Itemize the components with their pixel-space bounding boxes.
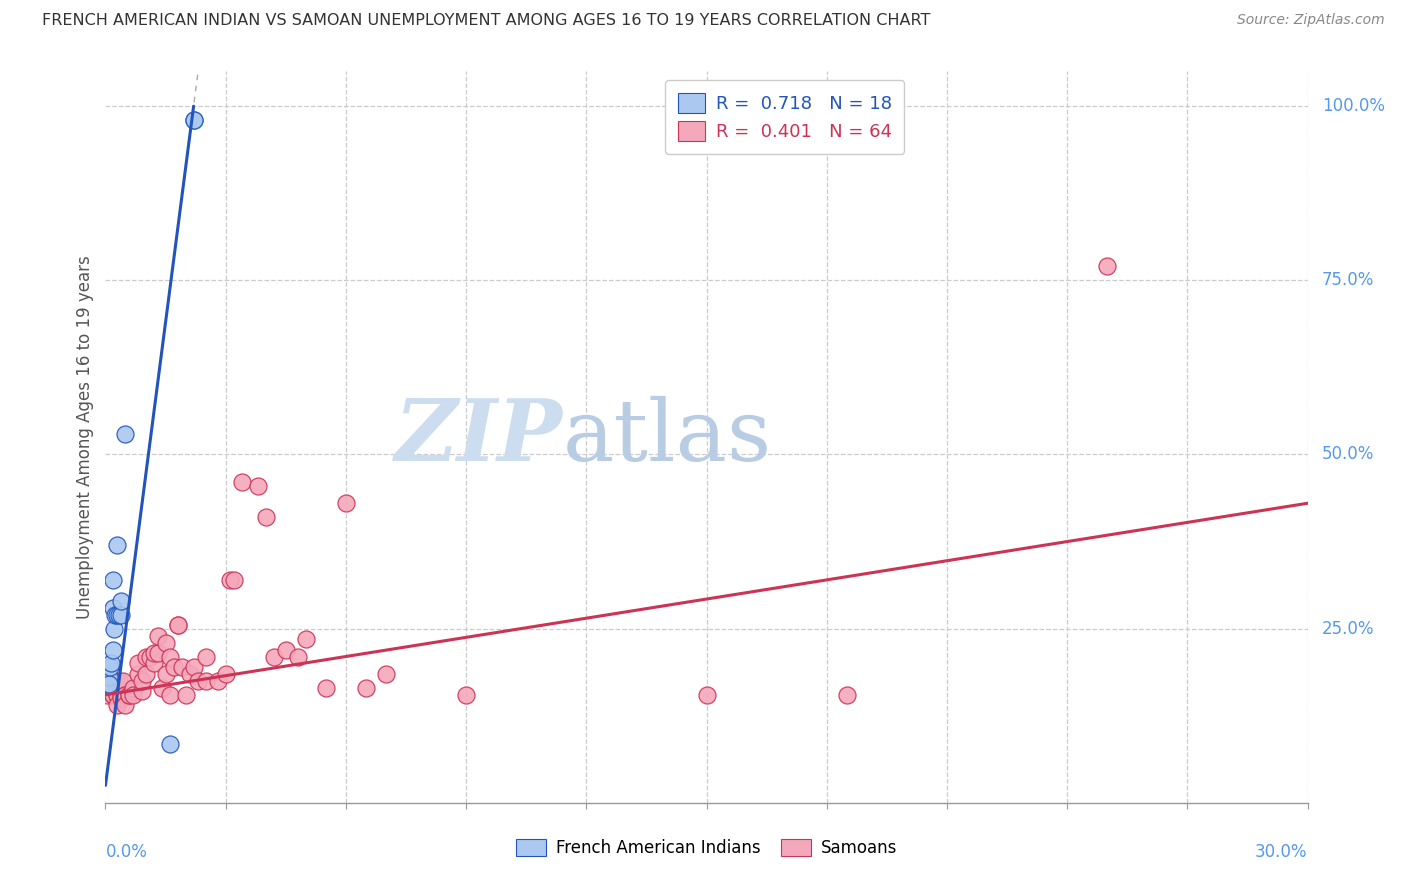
Point <box>170 660 193 674</box>
Y-axis label: Unemployment Among Ages 16 to 19 years: Unemployment Among Ages 16 to 19 years <box>76 255 94 619</box>
Point <box>103 688 125 702</box>
Point <box>166 618 188 632</box>
Point <box>122 684 145 698</box>
Point <box>108 607 131 622</box>
Point <box>114 688 136 702</box>
Point <box>96 677 118 691</box>
Point <box>103 600 125 615</box>
Point <box>127 667 149 681</box>
Text: 0.0%: 0.0% <box>105 843 148 861</box>
Point <box>194 649 217 664</box>
Point <box>118 688 141 702</box>
Point <box>159 688 181 702</box>
Point <box>103 688 125 702</box>
Point <box>100 657 122 671</box>
Point <box>127 657 149 671</box>
Point <box>231 475 253 490</box>
Text: 25.0%: 25.0% <box>1322 620 1375 638</box>
Point <box>110 691 132 706</box>
Point <box>114 426 136 441</box>
Point <box>207 673 229 688</box>
Point <box>254 510 277 524</box>
Point <box>155 635 177 649</box>
Legend: French American Indians, Samoans: French American Indians, Samoans <box>509 832 904 864</box>
Point <box>274 642 297 657</box>
Point <box>107 538 129 552</box>
Point <box>138 649 160 664</box>
Point <box>218 573 240 587</box>
Point <box>108 673 131 688</box>
Point <box>103 573 125 587</box>
Point <box>1097 260 1119 274</box>
Point <box>146 629 169 643</box>
Text: 30.0%: 30.0% <box>1256 843 1308 861</box>
Point <box>110 607 132 622</box>
Point <box>222 573 245 587</box>
Point <box>174 688 197 702</box>
Point <box>246 479 269 493</box>
Point <box>183 113 205 128</box>
Point <box>131 684 153 698</box>
Point <box>696 688 718 702</box>
Point <box>107 688 129 702</box>
Point <box>98 677 121 691</box>
Point <box>131 673 153 688</box>
Point <box>107 607 129 622</box>
Point <box>295 632 318 646</box>
Point <box>104 673 127 688</box>
Point <box>110 594 132 608</box>
Point <box>142 646 165 660</box>
Point <box>335 496 357 510</box>
Point <box>98 660 121 674</box>
Point <box>96 688 118 702</box>
Point <box>110 688 132 702</box>
Point <box>98 677 121 691</box>
Point <box>107 698 129 713</box>
Point <box>135 649 157 664</box>
Point <box>183 660 205 674</box>
Text: 75.0%: 75.0% <box>1322 271 1375 289</box>
Point <box>287 649 309 664</box>
Text: 100.0%: 100.0% <box>1322 97 1385 115</box>
Text: 50.0%: 50.0% <box>1322 445 1375 464</box>
Point <box>214 667 236 681</box>
Point <box>454 688 477 702</box>
Point <box>114 688 136 702</box>
Point <box>104 607 127 622</box>
Point <box>166 618 188 632</box>
Text: ZIP: ZIP <box>395 395 562 479</box>
Text: Source: ZipAtlas.com: Source: ZipAtlas.com <box>1237 13 1385 28</box>
Point <box>183 113 205 128</box>
Point <box>835 688 858 702</box>
Point <box>187 673 209 688</box>
Point <box>315 681 337 695</box>
Point <box>146 646 169 660</box>
Point <box>142 657 165 671</box>
Point <box>162 660 184 674</box>
Point <box>112 673 135 688</box>
Point <box>135 667 157 681</box>
Text: atlas: atlas <box>562 395 772 479</box>
Point <box>159 737 181 751</box>
Text: FRENCH AMERICAN INDIAN VS SAMOAN UNEMPLOYMENT AMONG AGES 16 TO 19 YEARS CORRELAT: FRENCH AMERICAN INDIAN VS SAMOAN UNEMPLO… <box>42 13 931 29</box>
Point <box>354 681 377 695</box>
Point <box>118 688 141 702</box>
Point <box>100 677 122 691</box>
Point <box>122 681 145 695</box>
Point <box>179 667 201 681</box>
Point <box>101 642 124 657</box>
Point <box>155 667 177 681</box>
Point <box>263 649 285 664</box>
Point <box>194 673 217 688</box>
Point <box>97 670 120 684</box>
Point <box>103 622 125 636</box>
Point <box>374 667 398 681</box>
Point <box>122 688 145 702</box>
Point <box>150 681 173 695</box>
Point <box>159 649 181 664</box>
Point <box>107 688 129 702</box>
Point <box>114 698 136 713</box>
